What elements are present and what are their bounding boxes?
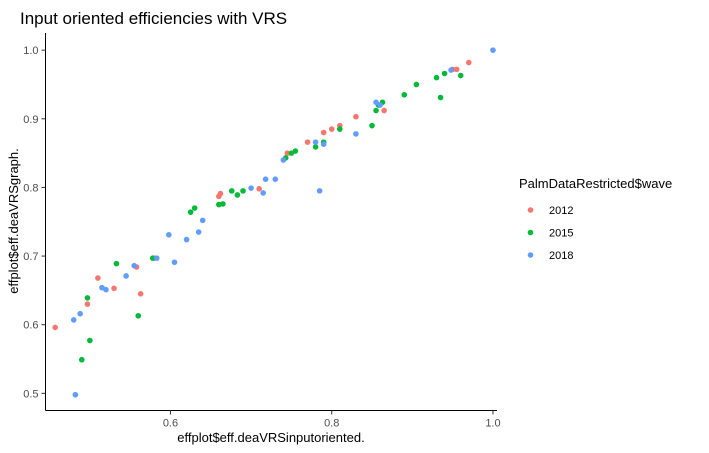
legend-label-2015: 2015 <box>549 228 573 240</box>
data-point-2018 <box>72 391 79 398</box>
data-point-2018 <box>70 317 77 323</box>
data-point-2015 <box>413 81 420 88</box>
data-point-2018 <box>280 157 287 163</box>
data-point-2012 <box>84 301 91 307</box>
legend-label-2012: 2012 <box>549 205 573 217</box>
x-axis-ticks: 0.6 0.8 1.0 <box>163 410 501 430</box>
data-point-2012 <box>320 129 327 136</box>
data-point-2015 <box>401 91 408 98</box>
legend-key-2015 <box>527 229 534 236</box>
data-point-2012 <box>453 66 460 73</box>
data-point-2018 <box>103 286 109 293</box>
y-axis-label: effplot$eff.deaVRSgraph. <box>6 148 21 294</box>
data-point-2018 <box>171 259 178 266</box>
data-point-2018 <box>316 188 323 194</box>
data-point-2015 <box>187 209 194 215</box>
legend-title: PalmDataRestricted$wave <box>519 176 672 191</box>
legend-items: 2012 2015 2018 <box>527 205 573 262</box>
y-tick-label: 0.5 <box>23 388 38 400</box>
data-point-2018 <box>373 99 379 106</box>
data-point-2018 <box>320 141 327 147</box>
data-point-2018 <box>123 273 129 279</box>
data-point-2015 <box>149 255 156 261</box>
data-point-2015 <box>292 148 299 154</box>
x-tick-label: 0.6 <box>163 418 178 430</box>
data-point-2012 <box>465 59 472 66</box>
data-point-2012 <box>381 107 387 114</box>
data-point-2015 <box>191 205 198 211</box>
data-point-2015 <box>369 122 375 129</box>
x-axis-label: effplot$eff.deaVRSinputoriented. <box>177 430 364 445</box>
data-point-2018 <box>131 262 137 269</box>
data-point-2012 <box>217 190 224 197</box>
data-point-2015 <box>240 188 246 194</box>
data-point-2018 <box>353 131 359 137</box>
data-point-2012 <box>328 126 335 132</box>
data-point-2018 <box>262 176 269 182</box>
legend-key-2012 <box>527 207 534 213</box>
data-point-2018 <box>377 102 383 108</box>
x-tick-label: 0.8 <box>324 418 339 430</box>
data-point-2018 <box>490 47 496 53</box>
data-point-2018 <box>199 217 206 224</box>
data-point-2012 <box>353 113 359 120</box>
legend-key-2018 <box>527 252 534 258</box>
y-tick-label: 0.7 <box>23 251 38 263</box>
data-point-2015 <box>78 356 85 363</box>
data-point-2018 <box>448 67 454 73</box>
data-point-2012 <box>284 150 291 156</box>
data-point-2012 <box>52 324 58 331</box>
x-tick-label: 1.0 <box>485 418 500 430</box>
data-point-2015 <box>220 201 226 207</box>
data-point-2015 <box>228 188 235 194</box>
chart-title: Input oriented efficiencies with VRS <box>20 9 287 28</box>
data-point-2015 <box>457 72 464 79</box>
data-point-2015 <box>441 70 448 77</box>
legend-label-2018: 2018 <box>549 250 573 262</box>
data-point-2018 <box>312 139 319 145</box>
data-point-2018 <box>183 236 190 243</box>
data-point-2012 <box>256 186 262 192</box>
data-point-2015 <box>87 337 93 344</box>
y-tick-label: 0.9 <box>23 114 38 126</box>
data-point-2018 <box>77 310 83 317</box>
data-point-2012 <box>304 139 311 145</box>
plot-area: 0.6 0.8 1.0 0.5 0.6 0.7 0.8 0.9 1.0 <box>23 33 501 430</box>
data-point-2018 <box>195 229 202 235</box>
data-point-2015 <box>336 126 343 132</box>
data-point-2015 <box>135 312 142 319</box>
y-axis-ticks: 0.5 0.6 0.7 0.8 0.9 1.0 <box>23 45 46 400</box>
data-points <box>52 47 496 398</box>
y-tick-label: 0.8 <box>23 182 38 194</box>
data-point-2012 <box>111 285 117 292</box>
data-point-2018 <box>166 231 172 238</box>
data-point-2015 <box>373 107 379 114</box>
data-point-2015 <box>84 295 91 301</box>
data-point-2012 <box>137 291 144 297</box>
data-point-2015 <box>113 260 120 267</box>
data-point-2015 <box>312 144 319 150</box>
legend: PalmDataRestricted$wave 2012 2015 2018 <box>519 176 672 262</box>
data-point-2015 <box>234 192 241 198</box>
data-point-2015 <box>437 94 444 101</box>
data-point-2018 <box>272 176 279 182</box>
data-point-2018 <box>248 185 254 191</box>
data-point-2012 <box>95 275 101 281</box>
data-point-2018 <box>153 255 160 261</box>
data-point-2018 <box>260 190 266 196</box>
y-tick-label: 1.0 <box>23 45 38 57</box>
y-tick-label: 0.6 <box>23 320 38 332</box>
data-point-2015 <box>433 74 440 81</box>
